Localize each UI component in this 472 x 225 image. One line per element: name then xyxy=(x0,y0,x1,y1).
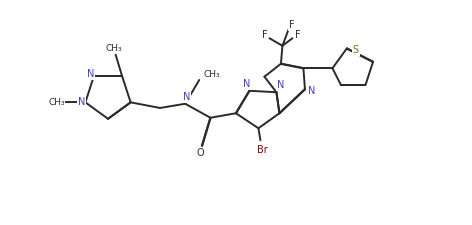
Text: N: N xyxy=(78,97,85,107)
Text: N: N xyxy=(87,69,95,79)
Text: S: S xyxy=(353,45,359,56)
Text: CH₃: CH₃ xyxy=(105,44,122,53)
Text: N: N xyxy=(183,92,190,102)
Text: F: F xyxy=(288,20,294,30)
Text: N: N xyxy=(277,80,284,90)
Text: F: F xyxy=(295,30,300,40)
Text: Br: Br xyxy=(257,145,268,155)
Text: O: O xyxy=(196,148,204,158)
Text: N: N xyxy=(308,86,316,96)
Text: CH₃: CH₃ xyxy=(48,98,65,107)
Text: F: F xyxy=(261,30,267,40)
Text: CH₃: CH₃ xyxy=(203,70,220,79)
Text: N: N xyxy=(243,79,250,89)
